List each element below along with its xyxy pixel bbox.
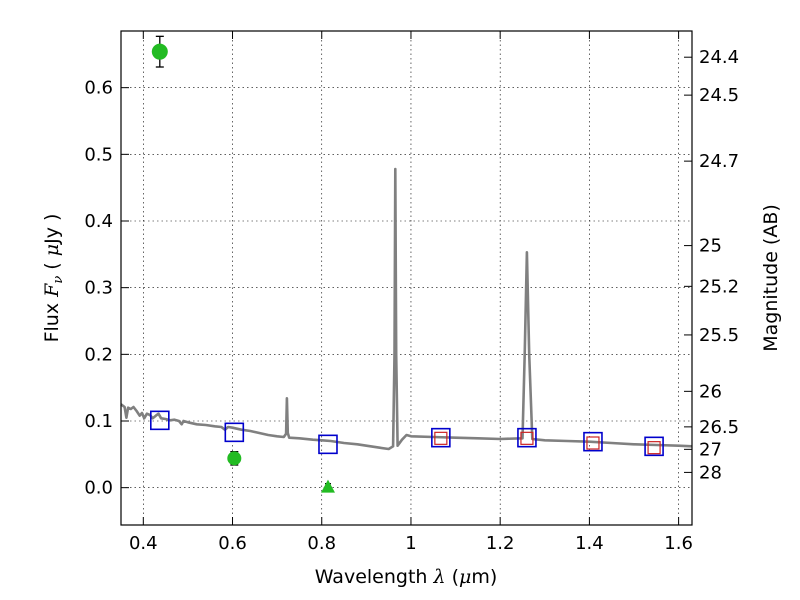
plot-frame bbox=[120, 30, 693, 526]
y-tick-label: 0.3 bbox=[84, 278, 113, 299]
x-tick-label: 0.4 bbox=[129, 533, 158, 554]
x-tick-label: 0.8 bbox=[307, 533, 336, 554]
spectrum-line bbox=[120, 167, 693, 451]
y-axis-label: Flux Fν ( μJy ) bbox=[41, 214, 66, 343]
y-tick-label: 0.6 bbox=[84, 78, 113, 99]
x-tick-label: 1.2 bbox=[486, 533, 515, 554]
mag-tick-label: 24.5 bbox=[699, 85, 739, 106]
y-axis-right-label: Magnitude (AB) bbox=[760, 204, 782, 352]
model-photometry-point bbox=[517, 427, 537, 448]
x-tick-label: 1 bbox=[405, 533, 416, 554]
x-tick-label: 1.4 bbox=[575, 533, 604, 554]
plot-background bbox=[121, 31, 692, 525]
upper-limit-point bbox=[320, 479, 335, 493]
markers-layer bbox=[150, 35, 664, 493]
observed-photometry-point bbox=[647, 441, 661, 455]
mag-tick-label: 25.5 bbox=[699, 325, 739, 346]
y-tick-label: 0.2 bbox=[84, 344, 113, 365]
series-layer bbox=[120, 167, 693, 451]
model-photometry-point bbox=[644, 436, 664, 457]
observed-photometry-point bbox=[434, 431, 448, 445]
mag-tick-label: 27 bbox=[699, 439, 722, 460]
ticks: 0.4 0.6 0.8 1 1.2 1.4 1.6 0.0 0.1 0.2 0.3 0.4 0.5 0.6… bbox=[84, 31, 739, 554]
model-photometry-point bbox=[318, 434, 338, 455]
observed-photometry-point bbox=[586, 436, 600, 450]
observed-photometry-point bbox=[520, 431, 534, 445]
grid bbox=[121, 31, 692, 525]
mag-tick-label: 24.7 bbox=[699, 151, 739, 172]
mag-tick-label: 25.2 bbox=[699, 276, 739, 297]
model-photometry-point bbox=[224, 422, 245, 443]
detection-point bbox=[227, 451, 242, 466]
mag-tick-label: 25 bbox=[699, 236, 722, 257]
mag-tick-label: 24.4 bbox=[699, 47, 739, 68]
x-axis-label: Wavelength λ (μm) bbox=[315, 566, 498, 588]
y-tick-label: 0.1 bbox=[84, 411, 113, 432]
model-photometry-point bbox=[431, 427, 451, 448]
x-tick-label: 1.6 bbox=[664, 533, 693, 554]
mag-tick-label: 26.5 bbox=[699, 417, 739, 438]
model-photometry-point bbox=[150, 410, 170, 431]
detection-point bbox=[151, 43, 168, 60]
y-tick-label: 0.0 bbox=[84, 478, 113, 499]
y-tick-label: 0.5 bbox=[84, 144, 113, 165]
model-photometry-point bbox=[583, 431, 603, 452]
y-tick-label: 0.4 bbox=[84, 211, 113, 232]
x-tick-label: 0.6 bbox=[218, 533, 247, 554]
mag-tick-label: 26 bbox=[699, 381, 722, 402]
mag-tick-label: 28 bbox=[699, 462, 722, 483]
